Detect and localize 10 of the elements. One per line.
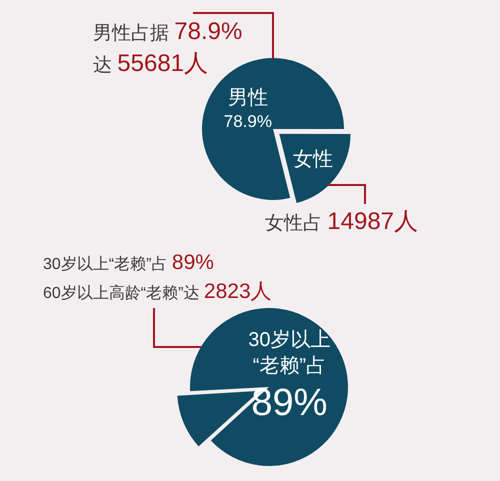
slice-label: 30岁以上“老赖”占 [248,329,331,378]
slice-label: 女性 [292,148,333,171]
text: 女性占 14987人 [265,208,418,235]
data-label: 78.9% [224,112,272,132]
slice-label: 男性 [228,86,268,109]
text: 达 55681人 [93,50,208,77]
text: 男性占据 78.9% [93,18,242,45]
text: 60岁以上高龄“老赖”达 2823人 [43,280,272,303]
text: 30岁以上“老赖”占 89% [43,251,214,274]
data-label: 89% [251,382,328,424]
